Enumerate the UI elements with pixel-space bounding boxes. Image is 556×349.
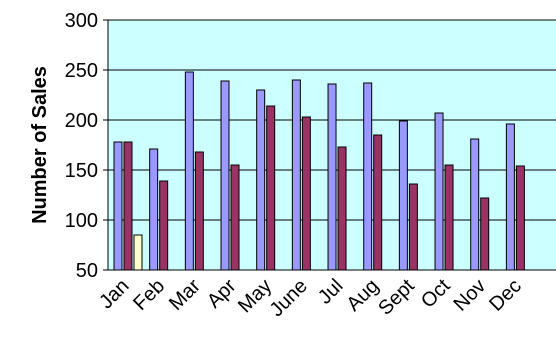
bar-jul-series-1 bbox=[327, 83, 337, 271]
y-tick-label: 250 bbox=[65, 60, 98, 82]
bar-may-series-2 bbox=[266, 105, 276, 271]
bar-sept-series-1 bbox=[398, 120, 408, 271]
bar-june-series-1 bbox=[291, 79, 301, 271]
x-tick-label: June bbox=[266, 275, 312, 321]
x-tick-label: Apr bbox=[203, 275, 241, 313]
y-ticks: 50 100 150 200 250 300 bbox=[65, 10, 108, 282]
x-tick-label: Feb bbox=[129, 275, 169, 315]
bar-aug-series-2 bbox=[373, 134, 383, 271]
bar-may-series-1 bbox=[256, 89, 266, 271]
bar-jul-series-2 bbox=[337, 146, 347, 271]
x-tick-label: Aug bbox=[343, 275, 384, 316]
x-tick-label: Sept bbox=[374, 275, 419, 320]
y-axis-title: Number of Sales bbox=[29, 66, 51, 224]
x-tick-label: Jan bbox=[95, 275, 133, 313]
bar-oct-series-1 bbox=[434, 112, 444, 271]
bar-jan-series-3 bbox=[133, 234, 143, 271]
bar-june-series-2 bbox=[301, 116, 311, 271]
bar-dec-series-1 bbox=[505, 123, 515, 271]
y-tick-label: 300 bbox=[65, 10, 98, 32]
y-tick-label: 200 bbox=[65, 110, 98, 132]
bar-sept-series-2 bbox=[408, 183, 418, 271]
x-tick-label: Oct bbox=[417, 275, 455, 313]
y-tick-label: 150 bbox=[65, 160, 98, 182]
bar-nov-series-1 bbox=[470, 138, 480, 271]
bar-mar-series-1 bbox=[184, 71, 194, 271]
x-tick-label: Dec bbox=[485, 275, 526, 316]
bar-feb-series-1 bbox=[149, 148, 159, 271]
bar-apr-series-2 bbox=[230, 164, 240, 271]
bar-jan-series-2 bbox=[123, 141, 133, 271]
bar-aug-series-1 bbox=[363, 82, 373, 271]
bar-nov-series-2 bbox=[480, 197, 490, 271]
x-tick-label: Jul bbox=[314, 275, 348, 309]
bar-mar-series-2 bbox=[194, 151, 204, 271]
x-tick-label: Mar bbox=[165, 275, 205, 315]
y-tick-label: 50 bbox=[76, 260, 98, 282]
bar-apr-series-1 bbox=[220, 80, 230, 271]
x-tick-label: Nov bbox=[450, 275, 491, 316]
bar-jan-series-1 bbox=[113, 141, 123, 271]
bar-oct-series-2 bbox=[444, 164, 454, 271]
bar-dec-series-2 bbox=[515, 165, 525, 271]
y-tick-label: 100 bbox=[65, 210, 98, 232]
bar-feb-series-2 bbox=[159, 180, 169, 271]
